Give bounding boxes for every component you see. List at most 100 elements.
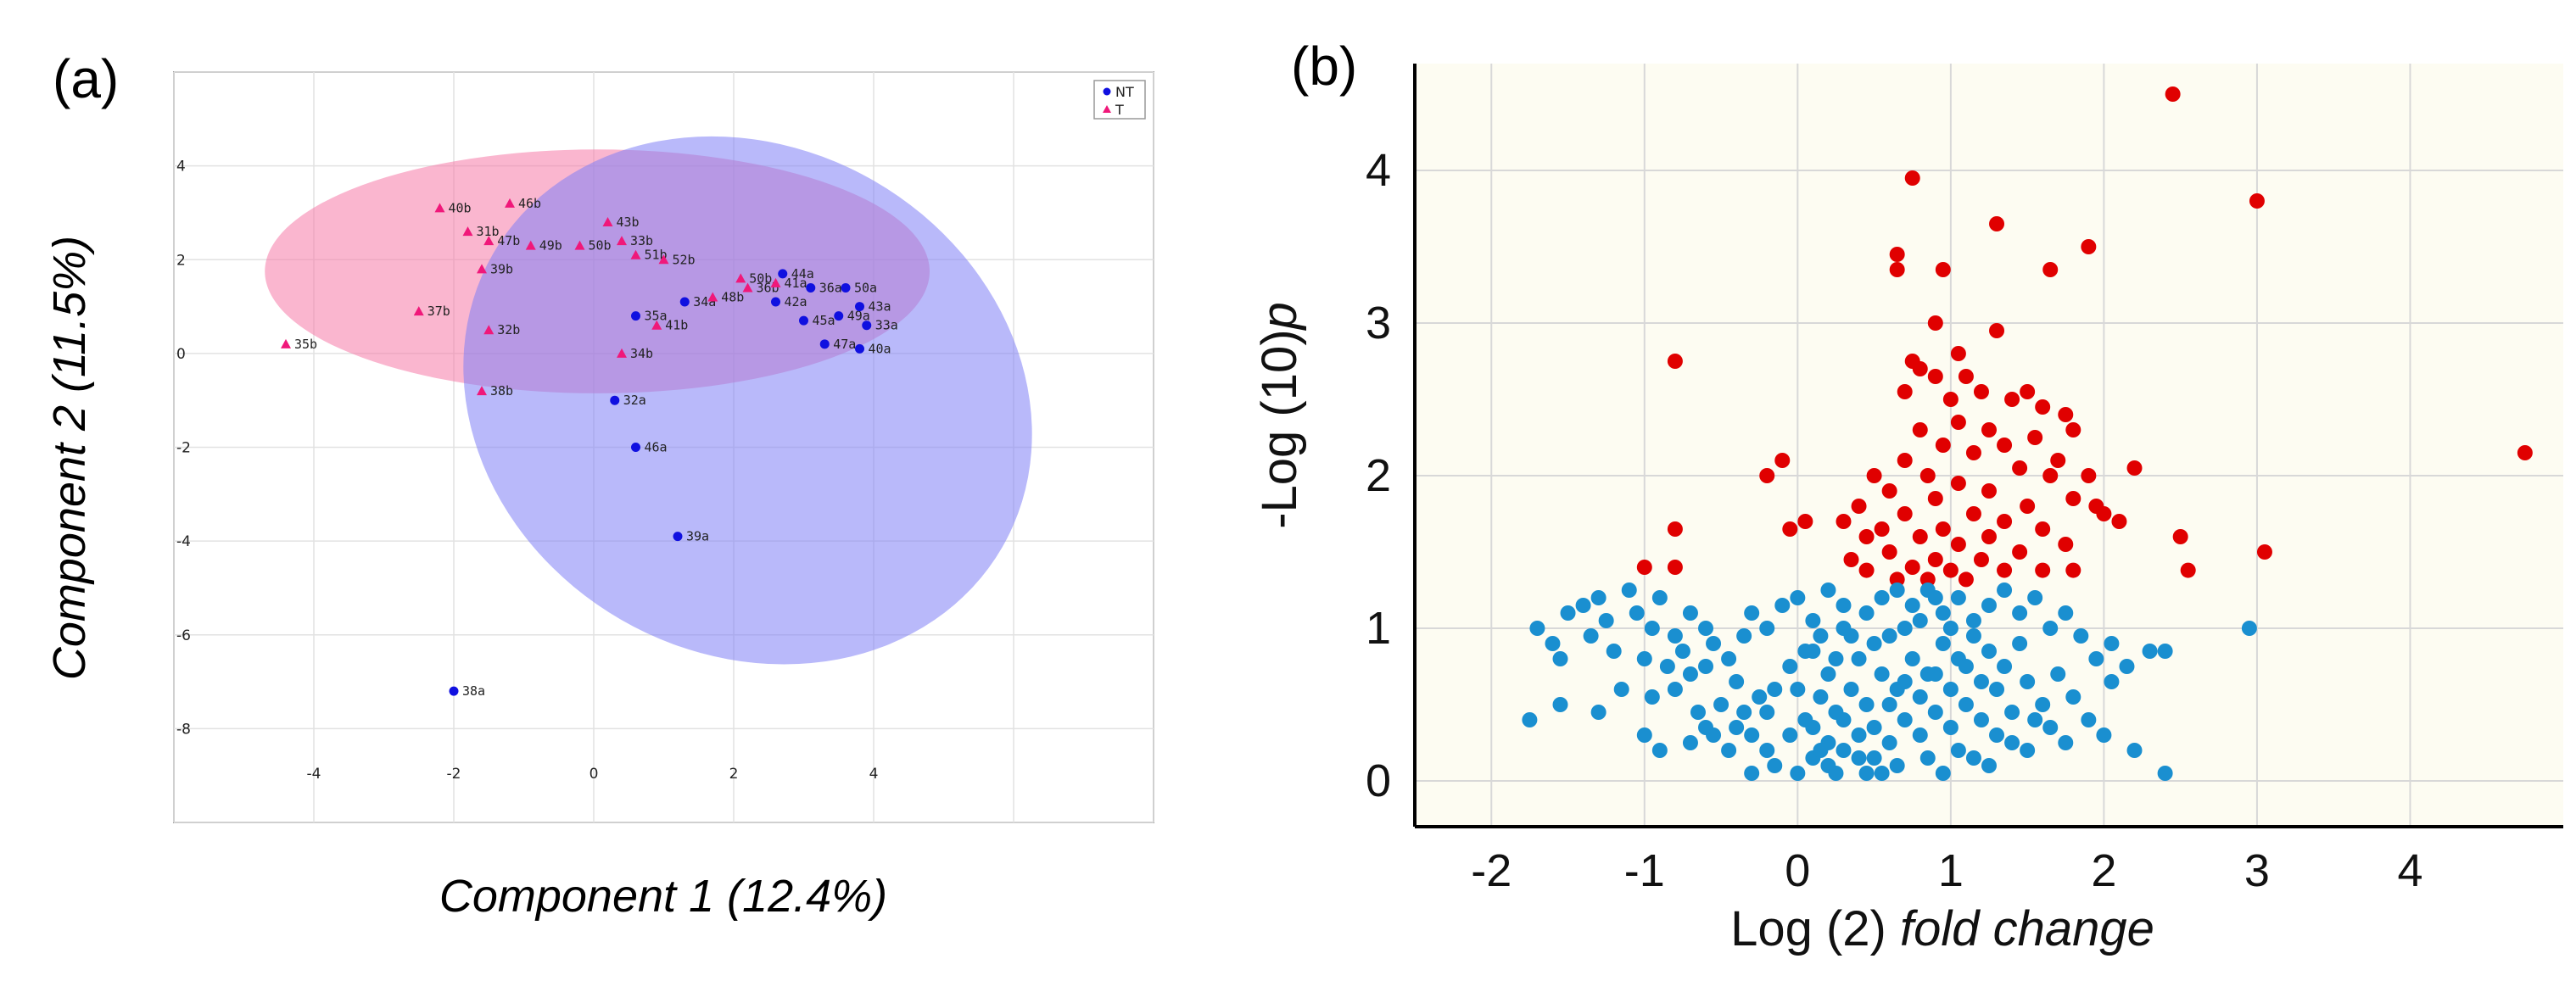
pca-point-label: 47a bbox=[833, 337, 856, 352]
pca-point-label: 42a bbox=[785, 294, 807, 309]
pca-point-label: 33a bbox=[875, 318, 898, 333]
volcano-gridlines bbox=[1415, 64, 2563, 827]
pca-point-nt bbox=[834, 311, 844, 321]
pca-point-label: 35a bbox=[645, 309, 668, 324]
volcano-point-non-significant bbox=[2096, 727, 2112, 743]
volcano-point-non-significant bbox=[1836, 743, 1852, 758]
volcano-point-significant bbox=[1759, 468, 1775, 483]
volcano-point-non-significant bbox=[1782, 659, 1798, 674]
volcano-point-non-significant bbox=[1545, 636, 1561, 651]
volcano-point-non-significant bbox=[1965, 750, 1981, 766]
volcano-point-significant bbox=[1973, 552, 1989, 567]
volcano-y-tick-label: 3 bbox=[1366, 298, 1391, 348]
volcano-y-axis-title-italic: p bbox=[1252, 302, 1307, 331]
volcano-point-non-significant bbox=[2004, 735, 2020, 750]
volcano-point-non-significant bbox=[1942, 682, 1959, 697]
volcano-point-significant bbox=[1935, 262, 1951, 277]
pca-point-t bbox=[281, 338, 291, 348]
volcano-point-significant bbox=[2058, 537, 2074, 552]
volcano-point-non-significant bbox=[1912, 727, 1928, 743]
volcano-point-significant bbox=[2065, 562, 2081, 578]
volcano-point-non-significant bbox=[1889, 582, 1905, 598]
volcano-point-non-significant bbox=[1958, 697, 1974, 712]
volcano-point-significant bbox=[2111, 514, 2127, 529]
volcano-x-axis-title-italic: fold change bbox=[1900, 901, 2154, 956]
volcano-point-non-significant bbox=[1606, 644, 1622, 659]
volcano-point-non-significant bbox=[1667, 628, 1683, 644]
pca-point-t bbox=[462, 226, 473, 237]
volcano-point-significant bbox=[1927, 552, 1943, 567]
volcano-point-non-significant bbox=[1767, 682, 1783, 697]
volcano-point-significant bbox=[1782, 521, 1798, 537]
volcano-point-significant bbox=[2035, 521, 2051, 537]
pca-point-label: 44a bbox=[791, 266, 814, 281]
volcano-point-non-significant bbox=[1744, 727, 1760, 743]
volcano-point-significant bbox=[1950, 537, 1966, 552]
volcano-point-non-significant bbox=[1927, 666, 1943, 682]
volcano-point-non-significant bbox=[1782, 727, 1798, 743]
volcano-point-non-significant bbox=[1729, 674, 1745, 689]
volcano-point-non-significant bbox=[1813, 628, 1829, 644]
pca-point-t bbox=[630, 249, 641, 259]
volcano-point-significant bbox=[2035, 562, 2051, 578]
volcano-point-non-significant bbox=[2042, 621, 2059, 636]
volcano-point-significant bbox=[1965, 445, 1981, 460]
volcano-x-tick-label: 3 bbox=[2244, 845, 2270, 896]
pca-y-tick-label: 0 bbox=[176, 346, 186, 363]
volcano-point-significant bbox=[1919, 468, 1936, 483]
volcano-point-non-significant bbox=[1881, 628, 1897, 644]
pca-x-tick-label: -4 bbox=[307, 766, 321, 783]
volcano-point-significant bbox=[1958, 369, 1974, 384]
volcano-point-non-significant bbox=[1897, 712, 1913, 727]
volcano-point-non-significant bbox=[1950, 590, 1966, 605]
volcano-point-significant bbox=[1843, 552, 1859, 567]
volcano-point-significant bbox=[1950, 415, 1966, 430]
volcano-point-non-significant bbox=[1682, 605, 1698, 621]
pca-point-label: 38b bbox=[490, 383, 513, 399]
volcano-point-significant bbox=[1958, 571, 1974, 588]
volcano-y-tick-label: 4 bbox=[1366, 145, 1391, 196]
volcano-point-significant bbox=[2081, 468, 2097, 483]
volcano-point-significant bbox=[1912, 422, 1928, 438]
volcano-point-non-significant bbox=[2241, 621, 2257, 636]
volcano-point-non-significant bbox=[1851, 727, 1867, 743]
volcano-point-significant bbox=[1667, 521, 1683, 537]
volcano-point-significant bbox=[2172, 529, 2188, 544]
volcano-point-non-significant bbox=[1752, 689, 1768, 705]
volcano-y-tick-label: 2 bbox=[1366, 450, 1391, 501]
volcano-point-non-significant bbox=[1790, 590, 1806, 605]
pca-point-label: 43a bbox=[869, 299, 891, 315]
volcano-point-significant bbox=[1889, 262, 1905, 277]
volcano-point-significant bbox=[2126, 460, 2143, 476]
volcano-point-significant bbox=[1935, 521, 1951, 537]
volcano-point-non-significant bbox=[2104, 636, 2120, 651]
volcano-point-non-significant bbox=[1965, 628, 1981, 644]
volcano-point-non-significant bbox=[1897, 621, 1913, 636]
volcano-point-non-significant bbox=[2119, 659, 2135, 674]
pca-point-nt bbox=[819, 339, 830, 349]
volcano-point-non-significant bbox=[1935, 766, 1951, 781]
pca-gridlines bbox=[173, 71, 1154, 823]
volcano-point-non-significant bbox=[1590, 590, 1607, 605]
volcano-point-significant bbox=[1981, 422, 1997, 438]
pca-point-t bbox=[617, 236, 627, 246]
volcano-point-significant bbox=[1919, 571, 1936, 588]
volcano-point-non-significant bbox=[2088, 651, 2104, 666]
volcano-point-non-significant bbox=[1820, 666, 1836, 682]
pca-y-tick-label: 4 bbox=[176, 159, 186, 176]
pca-point-nt bbox=[806, 282, 816, 293]
pca-point-label: 48b bbox=[721, 290, 744, 305]
volcano-point-non-significant bbox=[1644, 621, 1660, 636]
volcano-point-significant bbox=[1874, 521, 1890, 537]
volcano-point-non-significant bbox=[1981, 644, 1997, 659]
volcano-point-non-significant bbox=[2050, 666, 2066, 682]
volcano-point-non-significant bbox=[1552, 697, 1568, 712]
volcano-point-significant bbox=[1950, 476, 1966, 491]
volcano-point-non-significant bbox=[1682, 735, 1698, 750]
volcano-point-significant bbox=[2096, 506, 2112, 521]
volcano-y-axis-title-main: -Log (10) bbox=[1252, 329, 1307, 528]
pca-point-nt bbox=[778, 269, 788, 279]
pca-point-label: 52b bbox=[673, 252, 696, 267]
volcano-point-non-significant bbox=[2020, 674, 2036, 689]
